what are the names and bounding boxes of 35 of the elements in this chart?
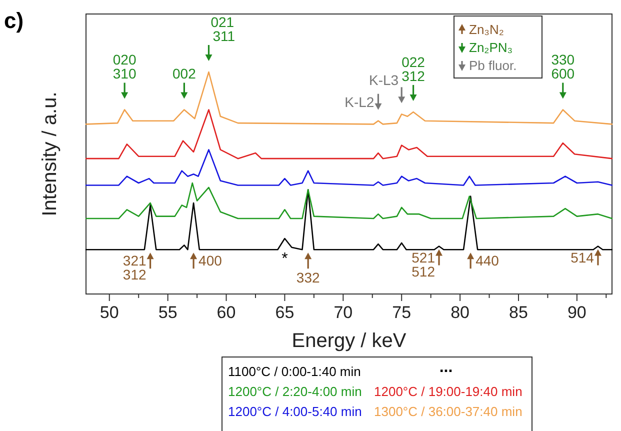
annotation: 020 310 — [112, 52, 136, 82]
x-tick-label: 50 — [100, 303, 119, 322]
text: c) — [4, 8, 24, 33]
annotation: 330 600 — [551, 52, 575, 82]
text: 1200°C / 4:00-5:40 min — [228, 404, 362, 419]
x-axis-title: Energy / keV — [292, 330, 407, 352]
x-tick-label: 85 — [509, 303, 528, 322]
annotation: K-L2 — [344, 94, 374, 110]
annotation: 332 — [296, 270, 320, 286]
text: Zn₃N₂ — [469, 22, 504, 37]
text: 1100°C / 0:00-1:40 min — [228, 364, 361, 379]
annotation: 002 — [172, 66, 196, 82]
annotation: * — [282, 250, 288, 268]
text: 1200°C / 2:20-4:00 min — [228, 384, 362, 399]
annotation: 021 311 — [210, 14, 236, 44]
annotation: K-L3 — [369, 72, 399, 88]
x-tick-label: 75 — [392, 303, 412, 322]
text: 1300°C / 36:00-37:40 min — [374, 404, 522, 419]
annotation: 521 512 — [412, 249, 436, 280]
x-tick-label: 80 — [450, 303, 470, 322]
x-tick-label: 55 — [158, 303, 178, 322]
x-tick-label: 70 — [334, 303, 353, 322]
x-tick-label: 90 — [567, 303, 586, 322]
text: Zn₂PN₃ — [469, 40, 513, 55]
annotation: 022 312 — [402, 54, 426, 84]
text: ... — [439, 359, 453, 376]
x-tick-label: 60 — [216, 303, 236, 322]
y-axis-title: Intensity / a.u. — [39, 92, 61, 216]
annotation: 321 312 — [122, 252, 146, 283]
text: 1200°C / 19:00-19:40 min — [374, 384, 522, 399]
x-tick-label: 65 — [275, 303, 294, 322]
annotation: Pb fluor. — [469, 58, 517, 73]
annotation: 514 — [570, 249, 594, 266]
annotation: 440 — [476, 252, 500, 269]
annotation: 400 — [198, 252, 222, 269]
